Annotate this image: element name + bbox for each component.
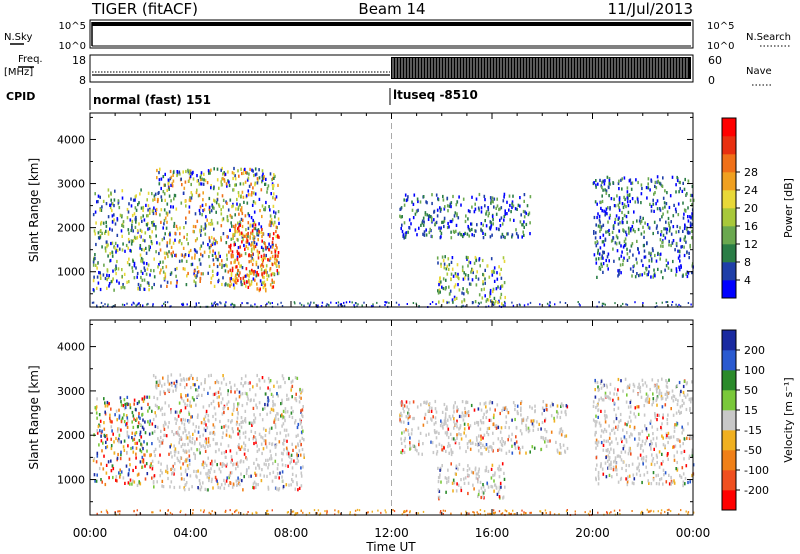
power-colorbar: 4 8 12 16 20 24 28 Power [dB]	[721, 117, 795, 299]
radar-title: TIGER (fitACF)	[91, 0, 198, 18]
colorbar-tick: 12	[744, 238, 758, 251]
colorbar-swatch	[722, 136, 736, 155]
colorbar-tick: -100	[744, 464, 769, 477]
nsearch-tick-bottom: 10^0	[707, 41, 734, 52]
colorbar-swatch	[722, 208, 736, 227]
beam-title: Beam 14	[358, 0, 425, 18]
colorbar-label: Power [dB]	[782, 178, 795, 238]
colorbar-tick: 4	[744, 274, 751, 287]
freq-tick-bottom: 8	[79, 74, 86, 87]
colorbar-swatch	[722, 118, 736, 137]
power-panel: 1000 2000 3000 4000 Slant Range [km]	[27, 112, 695, 309]
colorbar-tick: 24	[744, 184, 758, 197]
freq-label: Freq.	[18, 54, 43, 65]
y-tick-label: 4000	[57, 341, 85, 354]
nsearch-tick-top: 10^5	[707, 21, 734, 32]
cpid-panel: CPID normal (fast) 151 ltuseq -8510	[6, 88, 478, 110]
nsearch-label: N.Search	[746, 32, 791, 43]
colorbar-label: Velocity [m s⁻¹]	[782, 377, 795, 462]
cpid-label: CPID	[6, 90, 35, 103]
velocity-colorbar: 200 100 50 15 -15 -50 -100 -200 Velocity [m s⁻¹]	[721, 329, 795, 511]
mhz-label: [MHz]	[4, 67, 33, 78]
colorbar-swatch	[722, 370, 736, 391]
date-title: 11/Jul/2013	[608, 0, 693, 18]
y-tick-label: 3000	[57, 385, 85, 398]
colorbar-tick: 100	[744, 364, 765, 377]
y-tick-label: 2000	[57, 429, 85, 442]
y-tick-label: 4000	[57, 133, 85, 146]
colorbar-swatch	[722, 330, 736, 351]
colorbar-tick: 50	[744, 384, 758, 397]
colorbar-swatch	[722, 262, 736, 281]
y-tick-label: 2000	[57, 222, 85, 235]
colorbar-tick: -15	[744, 424, 762, 437]
nsky-tick-top: 10^5	[59, 21, 86, 32]
colorbar-tick: 16	[744, 220, 758, 233]
nsky-label: N.Sky	[4, 32, 32, 43]
freq-panel: Freq. [MHz] 18 8 60 0 Nave	[4, 54, 772, 87]
colorbar-swatch	[722, 280, 736, 299]
colorbar-tick: 200	[744, 344, 765, 357]
colorbar-swatch	[722, 390, 736, 411]
nave-tick-bottom: 0	[708, 74, 715, 87]
scatter-cells	[92, 373, 695, 517]
colorbar-tick: 15	[744, 404, 758, 417]
time-axis: 00:00 04:00 08:00 12:00 16:00 20:00 00:00	[73, 526, 711, 540]
cpid-segment-1: normal (fast) 151	[93, 93, 211, 107]
scatter-cells	[91, 166, 695, 309]
velocity-panel: 1000 2000 3000 4000 Slant Range [km]	[27, 319, 695, 517]
x-tick-label: 08:00	[274, 526, 309, 540]
x-tick-label: 04:00	[173, 526, 208, 540]
x-tick-label: 16:00	[475, 526, 510, 540]
y-axis-label: Slant Range [km]	[27, 365, 41, 469]
colorbar-swatch	[722, 350, 736, 371]
colorbar-swatch	[722, 244, 736, 263]
cpid-segment-2: ltuseq -8510	[393, 88, 478, 102]
x-tick-label: 00:00	[73, 526, 108, 540]
colorbar-tick: 28	[744, 166, 758, 179]
x-axis-label: Time UT	[365, 540, 416, 554]
x-tick-label: 20:00	[575, 526, 610, 540]
freq-tick-top: 18	[72, 54, 86, 67]
colorbar-swatch	[722, 190, 736, 209]
colorbar-tick: -200	[744, 484, 769, 497]
x-tick-label: 12:00	[374, 526, 409, 540]
y-tick-label: 1000	[57, 474, 85, 487]
colorbar-swatch	[722, 450, 736, 471]
nave-tick-top: 60	[708, 54, 722, 67]
colorbar-swatch	[722, 470, 736, 491]
colorbar-swatch	[722, 410, 736, 431]
colorbar-swatch	[722, 430, 736, 451]
y-axis-label: Slant Range [km]	[27, 158, 41, 262]
colorbar-swatch	[722, 154, 736, 173]
y-tick-label: 1000	[57, 266, 85, 279]
nsky-panel: N.Sky 10^5 10^0 10^5 10^0 N.Search	[4, 19, 791, 52]
colorbar-tick: 20	[744, 202, 758, 215]
colorbar-swatch	[722, 172, 736, 191]
colorbar-swatch	[722, 490, 736, 511]
nsky-tick-bottom: 10^0	[59, 41, 86, 52]
colorbar-swatch	[722, 226, 736, 245]
colorbar-tick: -50	[744, 444, 762, 457]
x-tick-label: 00:00	[676, 526, 711, 540]
colorbar-tick: 8	[744, 256, 751, 269]
nave-label: Nave	[746, 66, 772, 77]
y-tick-label: 3000	[57, 178, 85, 191]
